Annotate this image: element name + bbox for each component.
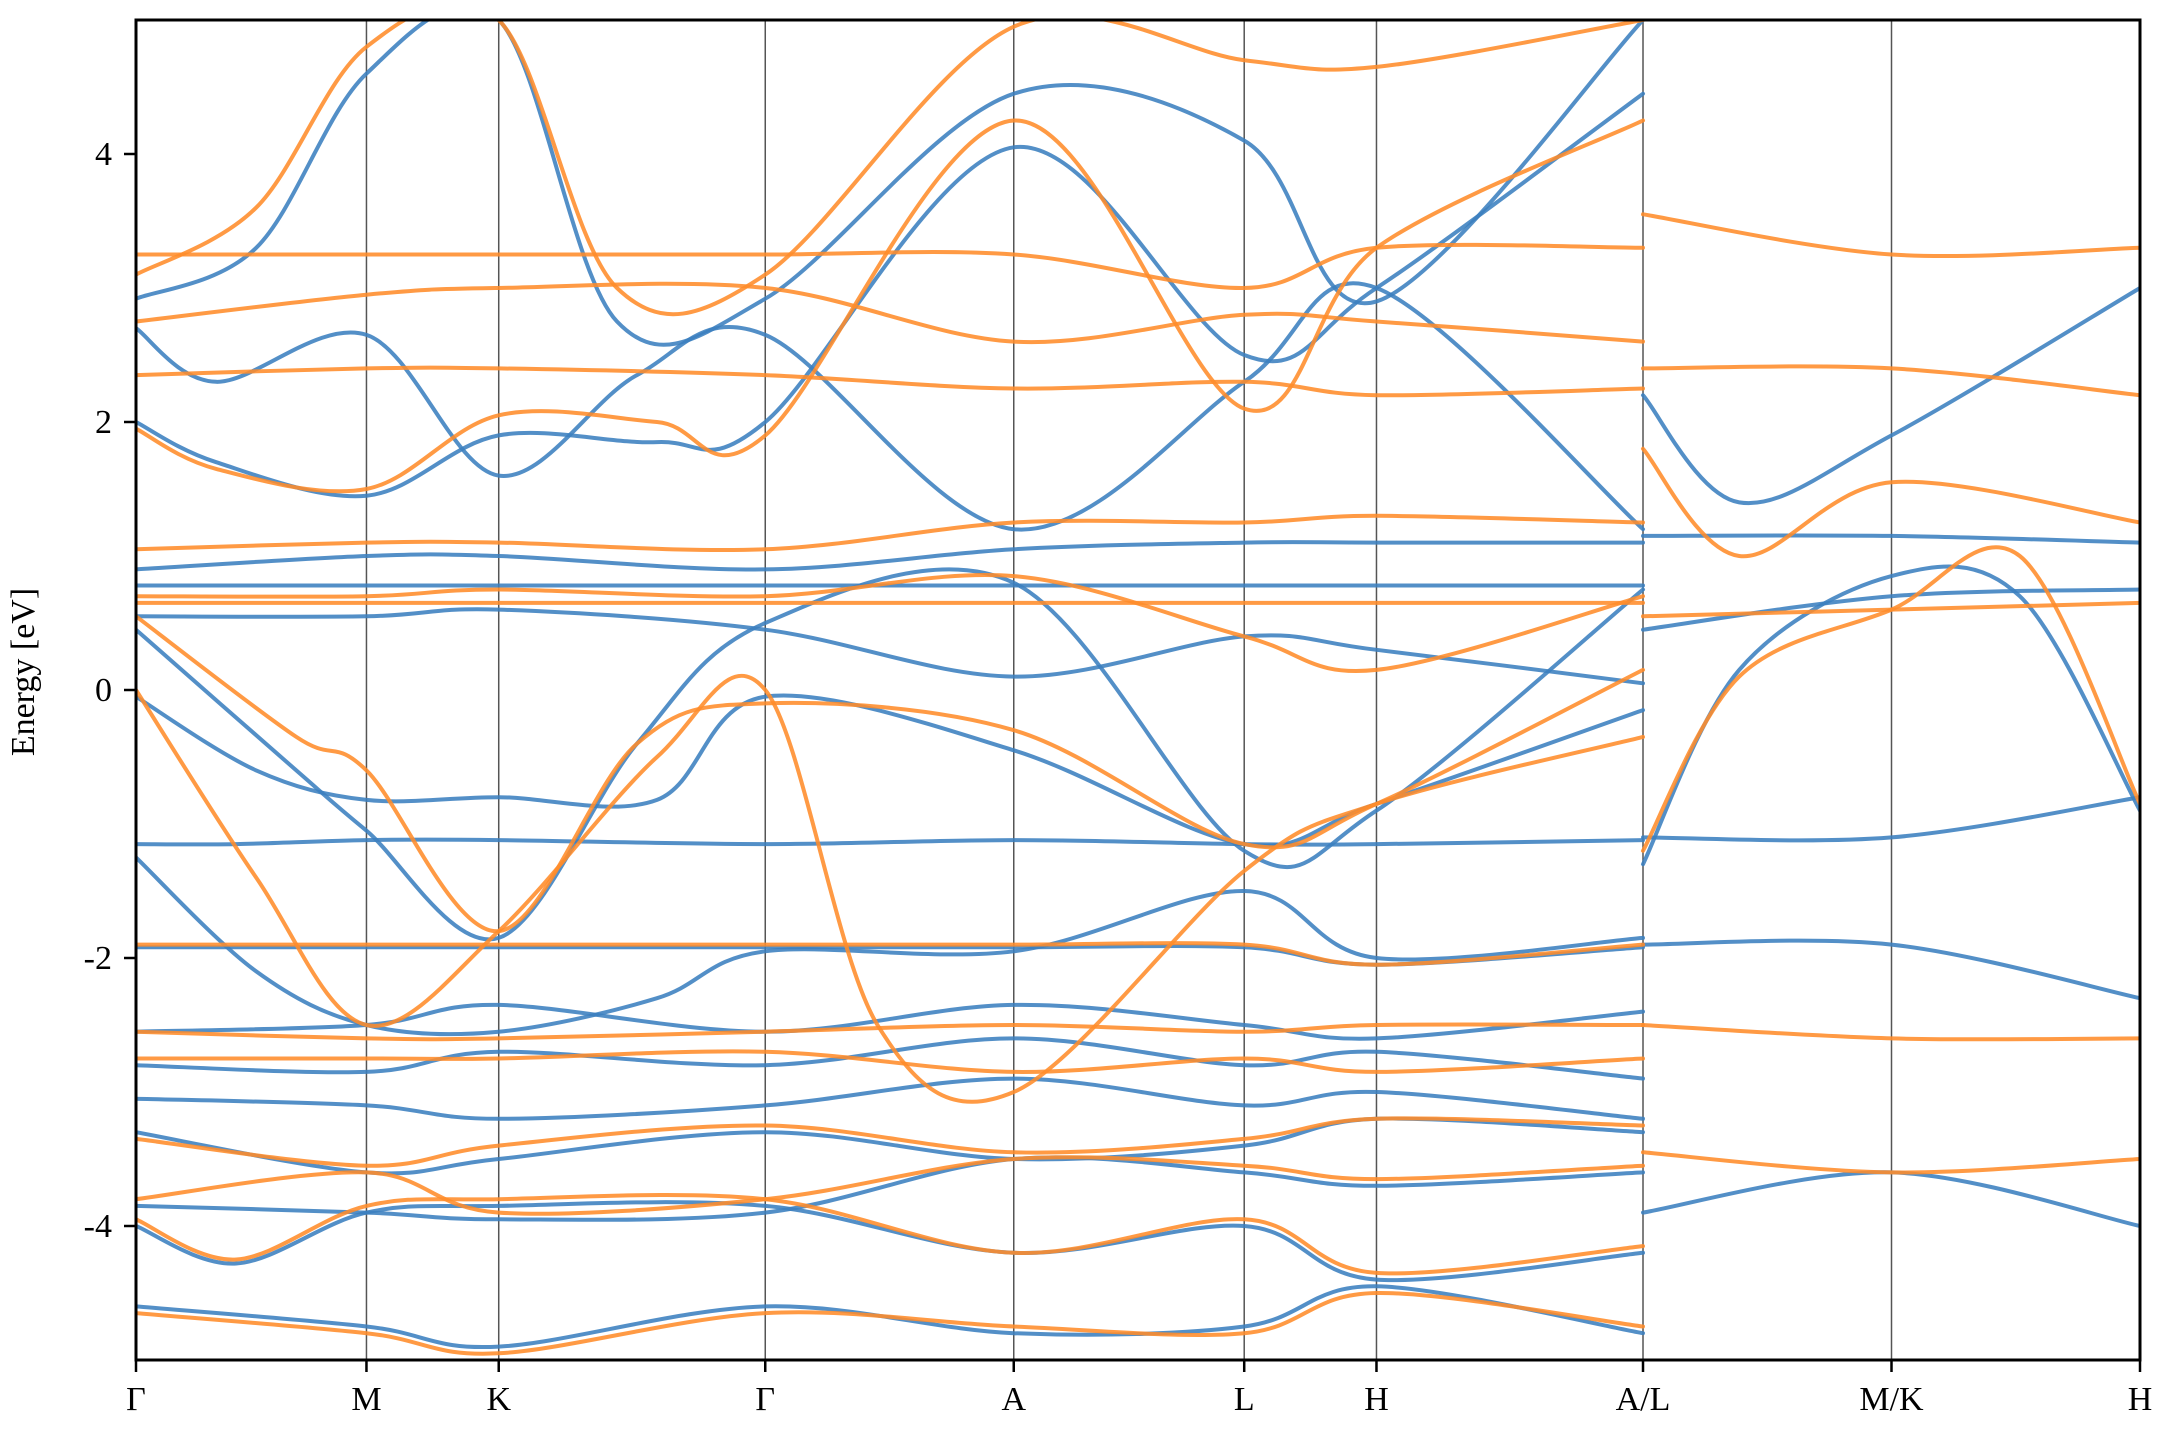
band-line [1641, 1150, 2140, 1175]
band-line [136, 1155, 1645, 1216]
x-tick-label: H [2128, 1381, 2153, 1418]
band-line [136, 567, 1645, 942]
band-line [1641, 600, 2140, 619]
band-line [136, 20, 1645, 317]
y-tick-label: 4 [95, 136, 112, 173]
band-line [136, 1036, 1645, 1081]
band-line [136, 281, 1645, 345]
band-line [136, 693, 1645, 848]
band-line [1641, 446, 2140, 559]
band-line [136, 1022, 1645, 1042]
band-line [136, 855, 1645, 1037]
band-line [136, 1116, 1645, 1168]
band-line [136, 1155, 1645, 1222]
ticks-layer: -4 -2 0 2 4 Γ M K Γ A L H A/L M/K H [84, 136, 2153, 1418]
y-tick-label: -4 [84, 1208, 112, 1245]
band-line [136, 1200, 1645, 1283]
band-line [1641, 1023, 2140, 1042]
bands-layer [136, 20, 2140, 1356]
band-line [1641, 938, 2140, 1001]
band-line [136, 365, 1645, 398]
band-line [136, 572, 1645, 673]
band-line [136, 540, 1645, 572]
band-line [136, 1049, 1645, 1074]
band-line [136, 20, 1645, 347]
band-line [136, 941, 1645, 967]
x-tick-label: H [1364, 1381, 1389, 1418]
x-tick-label: L [1234, 1381, 1255, 1418]
band-line [136, 837, 1645, 847]
y-axis-label: Energy [eV] [5, 588, 42, 756]
band-line [136, 614, 1645, 934]
y-tick-label: -2 [84, 940, 112, 977]
band-line [136, 673, 1645, 1104]
x-tick-label: Γ [126, 1381, 146, 1418]
band-line [136, 1192, 1645, 1276]
x-tick-label: M [351, 1381, 381, 1418]
band-line [136, 1290, 1645, 1356]
x-tick-label: M/K [1859, 1381, 1924, 1418]
band-line [1641, 364, 2140, 398]
band-line [136, 281, 1645, 532]
band-line [1641, 587, 2140, 632]
series-0 [136, 20, 2140, 1350]
band-line [136, 513, 1645, 553]
x-tick-label: K [486, 1381, 511, 1418]
x-tick-label: A [1001, 1381, 1026, 1418]
band-line [136, 118, 1645, 494]
band-line [136, 607, 1645, 686]
y-tick-label: 0 [95, 672, 112, 709]
x-tick-label: Γ [755, 1381, 775, 1418]
series-1 [136, 20, 2140, 1356]
band-line [136, 242, 1645, 291]
band-line [136, 1076, 1645, 1121]
band-line [1641, 212, 2140, 259]
y-tick-label: 2 [95, 404, 112, 441]
band-line [1641, 286, 2140, 506]
x-tick-label: A/L [1616, 1381, 1671, 1418]
band-line [1641, 795, 2140, 843]
